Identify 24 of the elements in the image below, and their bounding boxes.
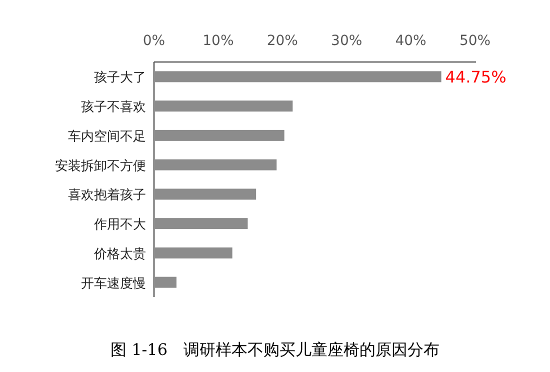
x-tick-label: 10% [202,33,234,49]
bar [154,130,284,141]
x-tick-label: 30% [331,33,362,49]
data-label: 44.75% [445,68,506,87]
x-tick-label: 20% [266,33,298,49]
y-tick-label: 车内空间不足 [68,129,146,144]
x-tick-label: 40% [395,33,426,49]
bar [154,276,176,288]
bar [154,71,442,82]
bar [154,247,232,258]
y-tick-label: 作用不大 [93,218,146,233]
y-tick-label: 开车速度慢 [81,275,146,292]
y-tick-label: 孩子不喜欢 [81,100,146,116]
y-tick-label: 安装拆卸不方便 [55,158,146,174]
y-tick-label: 喜欢抱着孩子 [68,187,146,204]
bar [154,159,277,170]
y-tick-label: 价格太贵 [93,246,146,262]
bar [154,218,248,230]
x-tick-label: 50% [459,33,491,49]
text: 图 1-16 调研样本不购买儿童座椅的原因分布 [110,340,440,359]
bar [154,188,256,200]
y-tick-label: 孩子大了 [94,70,146,86]
x-tick-label: 0% [142,33,166,49]
bar [154,100,293,112]
